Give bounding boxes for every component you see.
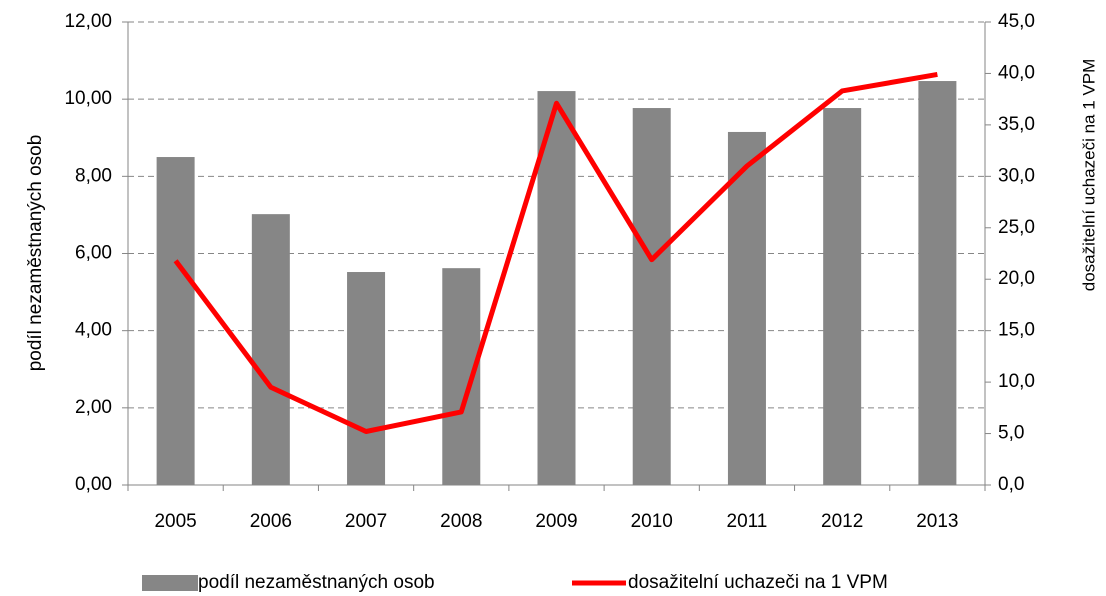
y2-tick-label: 15,0 [998, 320, 1035, 341]
y2-tick-label: 10,0 [998, 371, 1035, 392]
bar [537, 91, 576, 486]
x-tick-label: 2012 [821, 511, 863, 532]
x-tick-label: 2011 [727, 511, 768, 532]
y-tick-label: 6,00 [75, 243, 112, 264]
bar [632, 108, 671, 485]
y-axis-label: podíl nezaměstnaných osob [25, 135, 46, 372]
y2-tick-label: 0,0 [998, 474, 1024, 495]
y2-tick-label: 20,0 [998, 268, 1035, 289]
y-tick-label: 4,00 [75, 320, 112, 341]
y2-tick-label: 35,0 [998, 114, 1035, 135]
x-tick-label: 2013 [916, 511, 958, 532]
y-tick-label: 8,00 [75, 165, 112, 186]
bar [347, 272, 386, 485]
y-tick-label: 10,00 [64, 88, 112, 109]
bar [918, 81, 957, 485]
x-tick-label: 2010 [631, 511, 673, 532]
y2-tick-label: 45,0 [998, 11, 1035, 32]
bar [251, 214, 290, 485]
x-tick-label: 2006 [250, 511, 292, 532]
legend-swatch [142, 575, 198, 591]
y-tick-label: 0,00 [75, 474, 112, 495]
x-tick-label: 2005 [154, 511, 196, 532]
y2-tick-label: 30,0 [998, 165, 1035, 186]
x-tick-label: 2007 [345, 511, 387, 532]
y2-axis-label: dosažitelní uchazeči na 1 VPM [1079, 59, 1098, 291]
y2-tick-label: 5,0 [998, 423, 1024, 444]
bar [823, 108, 862, 485]
x-tick-label: 2009 [535, 511, 577, 532]
line-series [173, 72, 938, 434]
y2-tick-label: 40,0 [998, 62, 1035, 83]
y-tick-label: 2,00 [75, 397, 112, 418]
bar [156, 157, 195, 485]
bar [727, 131, 766, 485]
y2-tick-label: 25,0 [998, 217, 1035, 238]
legend-label: dosažitelní uchazeči na 1 VPM [628, 572, 888, 593]
legend-label: podíl nezaměstnaných osob [198, 572, 435, 593]
x-tick-label: 2008 [440, 511, 482, 532]
y-tick-label: 12,00 [64, 11, 112, 32]
